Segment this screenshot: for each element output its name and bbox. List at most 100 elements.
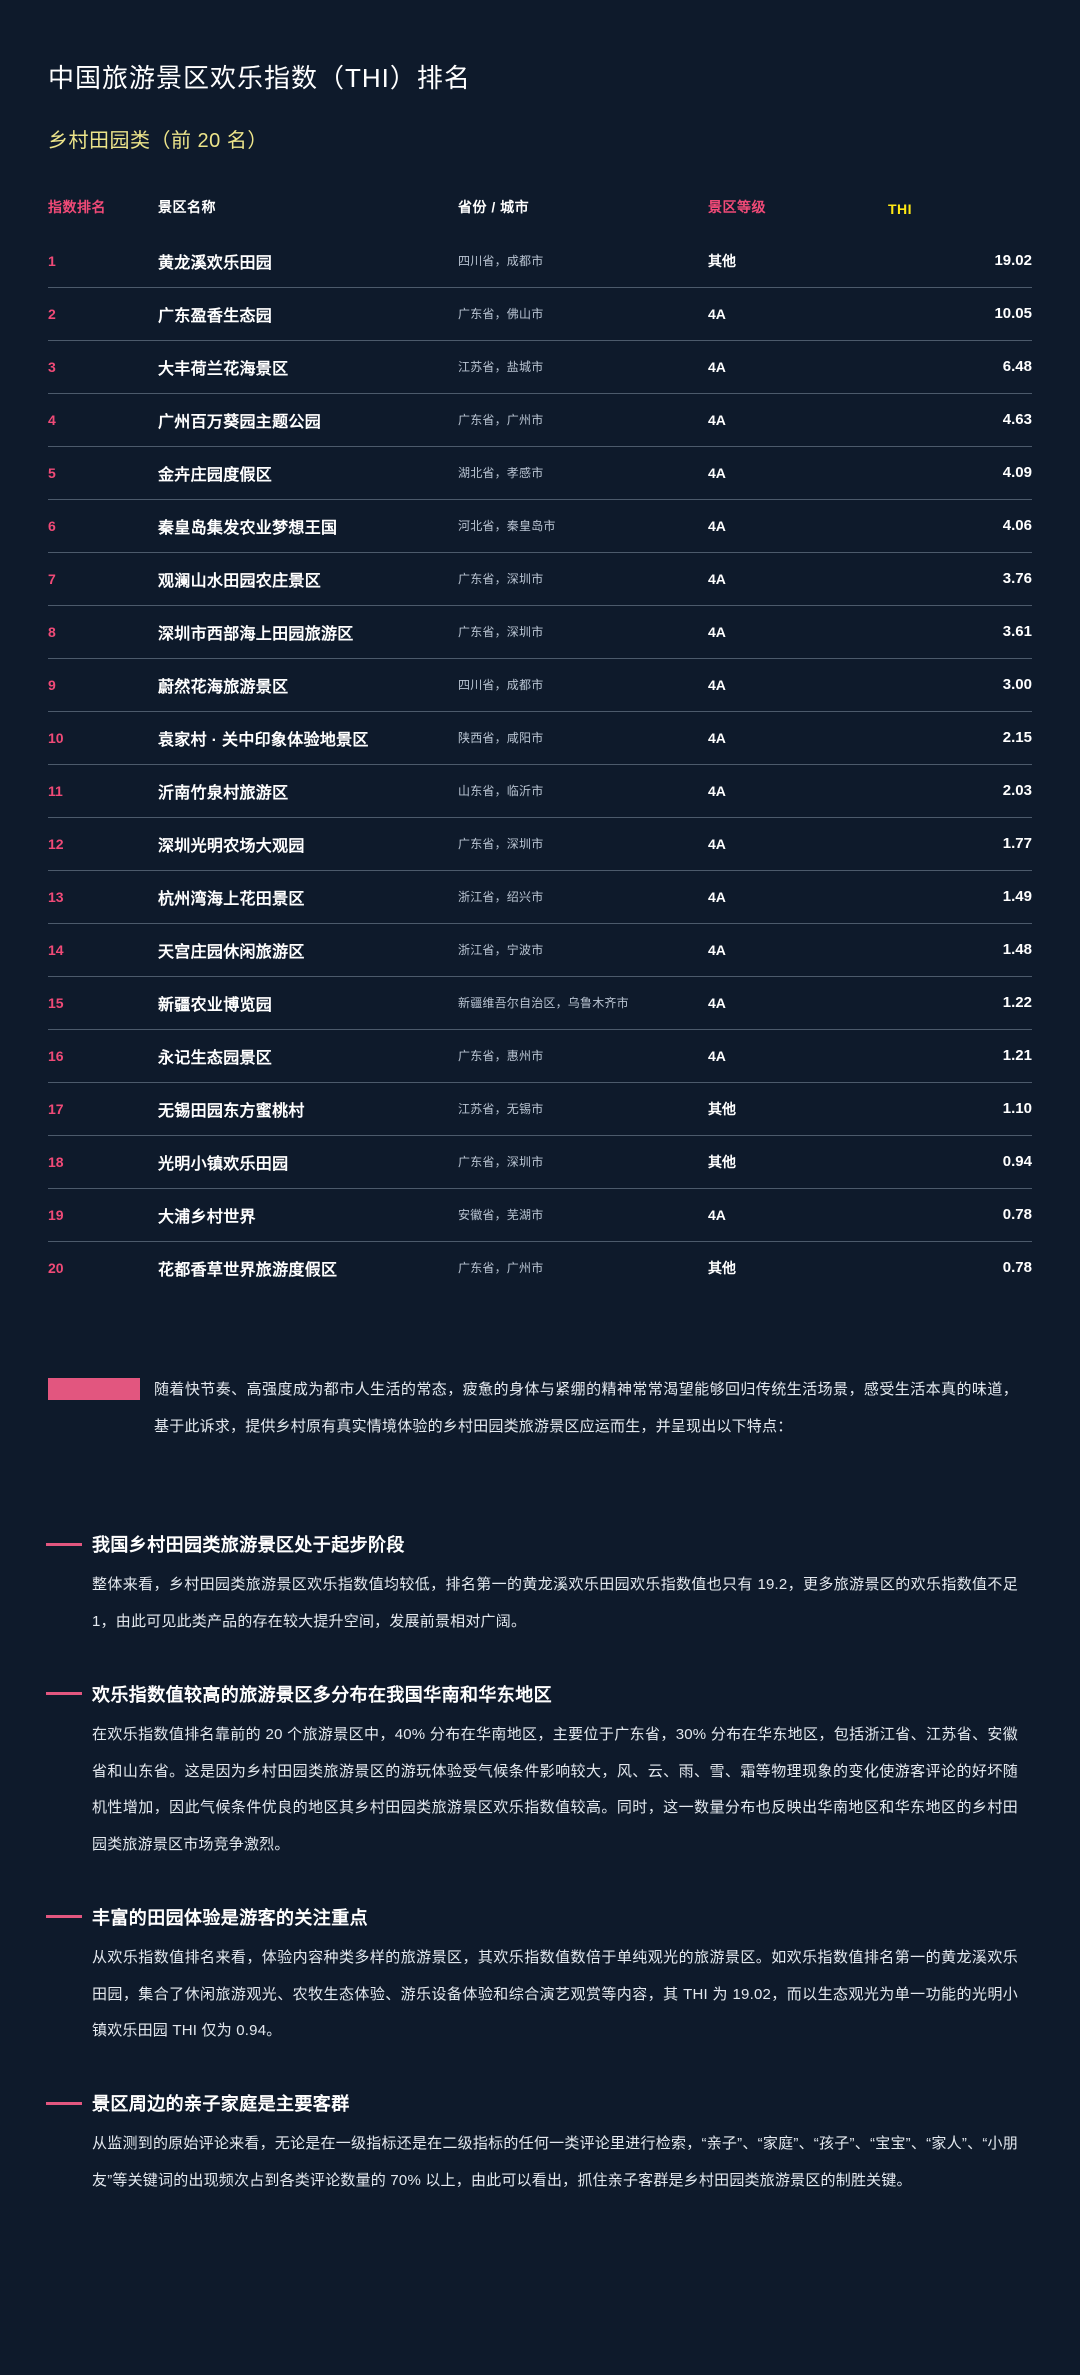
cell-level: 其他 <box>708 1240 888 1294</box>
cell-location: 广东省，深圳市 <box>458 551 708 606</box>
insight-section-body: 从监测到的原始评论来看，无论是在一级指标还是在二级指标的任何一类评论里进行检索，… <box>92 2135 1018 2189</box>
dash-marker-icon <box>46 2101 82 2105</box>
insight-section: 欢乐指数值较高的旅游景区多分布在我国华南和华东地区 在欢乐指数值排名靠前的 20 … <box>46 1681 1018 1864</box>
cell-attraction-name: 无锡田园东方蜜桃村 <box>158 1081 458 1136</box>
cell-location: 湖北省，孝感市 <box>458 445 708 500</box>
table-row[interactable]: 17 无锡田园东方蜜桃村 江苏省，无锡市 其他 1.10 <box>48 1081 1032 1136</box>
cell-attraction-name: 秦皇岛集发农业梦想王国 <box>158 498 458 553</box>
cell-location: 江苏省，无锡市 <box>458 1081 708 1136</box>
table-row[interactable]: 2 广东盈香生态园 广东省，佛山市 4A 10.05 <box>48 286 1032 341</box>
cell-rank: 1 <box>48 252 56 269</box>
dash-marker-icon <box>46 1915 82 1919</box>
table-body: 1 黄龙溪欢乐田园 四川省，成都市 其他 19.02 2 广东盈香生态园 广东省，佛山市 4A 1… <box>48 235 1032 1294</box>
cell-level: 4A <box>708 604 888 659</box>
table-row[interactable]: 7 观澜山水田园农庄景区 广东省，深圳市 4A 3.76 <box>48 551 1032 606</box>
cell-rank: 6 <box>48 498 158 553</box>
cell-level: 其他 <box>708 252 736 269</box>
table-row[interactable]: 19 大浦乡村世界 安徽省，芜湖市 4A 0.78 <box>48 1187 1032 1242</box>
cell-thi: 1.48 <box>888 922 1032 977</box>
cell-thi: 0.94 <box>888 1134 1032 1189</box>
table-row[interactable]: 3 大丰荷兰花海景区 江苏省，盐城市 4A 6.48 <box>48 339 1032 394</box>
cell-attraction-name: 广州百万葵园主题公园 <box>158 392 458 447</box>
cell-location: 新疆维吾尔自治区，乌鲁木齐市 <box>458 975 708 1030</box>
column-header-thi[interactable]: THI <box>888 200 913 217</box>
column-header-location[interactable]: 省份 / 城市 <box>458 198 530 215</box>
cell-rank: 9 <box>48 657 158 712</box>
cell-rank: 3 <box>48 339 158 394</box>
table-row[interactable]: 18 光明小镇欢乐田园 广东省，深圳市 其他 0.94 <box>48 1134 1032 1189</box>
intro-paragraph: 随着快节奏、高强度成为都市人生活的常态，疲惫的身体与紧绷的精神常常渴望能够回归传… <box>154 1380 1018 1435</box>
cell-level: 4A <box>708 922 888 977</box>
cell-level: 4A <box>708 551 888 606</box>
cell-rank: 15 <box>48 975 158 1030</box>
table-row[interactable]: 10 袁家村 · 关中印象体验地景区 陕西省，咸阳市 4A 2.15 <box>48 710 1032 765</box>
cell-rank: 11 <box>48 763 158 818</box>
dash-marker-icon <box>46 1542 82 1546</box>
insight-section-header: 欢乐指数值较高的旅游景区多分布在我国华南和华东地区 <box>46 1681 1018 1707</box>
column-header-level[interactable]: 景区等级 <box>708 198 766 215</box>
ranking-table-container: 指数排名 景区名称 省份 / 城市 景区等级 THI 1 黄龙溪欢乐田园 四川省，成… <box>0 197 1080 1294</box>
cell-attraction-name: 深圳光明农场大观园 <box>158 816 458 871</box>
cell-location: 安徽省，芜湖市 <box>458 1187 708 1242</box>
table-row[interactable]: 11 沂南竹泉村旅游区 山东省，临沂市 4A 2.03 <box>48 763 1032 818</box>
table-row[interactable]: 6 秦皇岛集发农业梦想王国 河北省，秦皇岛市 4A 4.06 <box>48 498 1032 553</box>
cell-attraction-name: 金卉庄园度假区 <box>158 445 458 500</box>
cell-location: 广东省，广州市 <box>458 392 708 447</box>
cell-thi: 4.63 <box>888 392 1032 447</box>
table-row[interactable]: 12 深圳光明农场大观园 广东省，深圳市 4A 1.77 <box>48 816 1032 871</box>
cell-attraction-name: 天宫庄园休闲旅游区 <box>158 922 458 977</box>
intro-accent-swatch <box>48 1377 140 1400</box>
cell-location: 浙江省，绍兴市 <box>458 869 708 924</box>
table-row[interactable]: 16 永记生态园景区 广东省，惠州市 4A 1.21 <box>48 1028 1032 1083</box>
table-header-row: 指数排名 景区名称 省份 / 城市 景区等级 THI <box>48 197 1032 235</box>
cell-thi: 4.09 <box>888 445 1032 500</box>
cell-rank: 8 <box>48 604 158 659</box>
insight-section: 丰富的田园体验是游客的关注重点 从欢乐指数值排名来看，体验内容种类多样的旅游景区，… <box>46 1904 1018 2050</box>
intro-block: 随着快节奏、高强度成为都市人生活的常态，疲惫的身体与紧绷的精神常常渴望能够回归传… <box>0 1372 1080 1446</box>
cell-rank: 16 <box>48 1028 158 1083</box>
insight-section-header: 丰富的田园体验是游客的关注重点 <box>46 1904 1018 1930</box>
cell-attraction-name: 袁家村 · 关中印象体验地景区 <box>158 710 458 765</box>
cell-rank: 20 <box>48 1240 158 1294</box>
column-header-name[interactable]: 景区名称 <box>158 198 216 215</box>
table-row[interactable]: 5 金卉庄园度假区 湖北省，孝感市 4A 4.09 <box>48 445 1032 500</box>
table-row[interactable]: 8 深圳市西部海上田园旅游区 广东省，深圳市 4A 3.61 <box>48 604 1032 659</box>
cell-thi: 10.05 <box>888 286 1032 341</box>
ranking-table: 指数排名 景区名称 省份 / 城市 景区等级 THI 1 黄龙溪欢乐田园 四川省，成… <box>48 197 1032 1294</box>
cell-attraction-name: 观澜山水田园农庄景区 <box>158 551 458 606</box>
cell-attraction-name: 光明小镇欢乐田园 <box>158 1134 458 1189</box>
table-row[interactable]: 14 天宫庄园休闲旅游区 浙江省，宁波市 4A 1.48 <box>48 922 1032 977</box>
cell-rank: 18 <box>48 1134 158 1189</box>
page-subtitle: 乡村田园类（前 20 名） <box>48 129 268 152</box>
table-row[interactable]: 9 蔚然花海旅游景区 四川省，成都市 4A 3.00 <box>48 657 1032 712</box>
cell-level: 4A <box>708 657 888 712</box>
report-header: 中国旅游景区欢乐指数（THI）排名 乡村田园类（前 20 名） <box>0 0 1080 153</box>
cell-thi: 0.78 <box>888 1187 1032 1242</box>
cell-rank: 17 <box>48 1081 158 1136</box>
insight-section-title: 景区周边的亲子家庭是主要客群 <box>92 2094 350 2115</box>
cell-thi: 1.10 <box>888 1081 1032 1136</box>
cell-attraction-name: 永记生态园景区 <box>158 1028 458 1083</box>
cell-level: 4A <box>708 1187 888 1242</box>
cell-location: 广东省，深圳市 <box>458 816 708 871</box>
cell-thi: 1.22 <box>888 975 1032 1030</box>
cell-location: 江苏省，盐城市 <box>458 339 708 394</box>
cell-rank: 7 <box>48 551 158 606</box>
column-header-rank[interactable]: 指数排名 <box>48 198 106 215</box>
cell-thi: 4.06 <box>888 498 1032 553</box>
insight-section: 我国乡村田园类旅游景区处于起步阶段 整体来看，乡村田园类旅游景区欢乐指数值均较低，… <box>46 1531 1018 1641</box>
table-header: 指数排名 景区名称 省份 / 城市 景区等级 THI <box>48 197 1032 235</box>
table-row[interactable]: 20 花都香草世界旅游度假区 广东省，广州市 其他 0.78 <box>48 1240 1032 1294</box>
table-row[interactable]: 13 杭州湾海上花田景区 浙江省，绍兴市 4A 1.49 <box>48 869 1032 924</box>
table-row[interactable]: 1 黄龙溪欢乐田园 四川省，成都市 其他 19.02 <box>48 235 1032 288</box>
table-row[interactable]: 4 广州百万葵园主题公园 广东省，广州市 4A 4.63 <box>48 392 1032 447</box>
insight-section-header: 景区周边的亲子家庭是主要客群 <box>46 2090 1018 2116</box>
cell-rank: 14 <box>48 922 158 977</box>
insight-sections: 我国乡村田园类旅游景区处于起步阶段 整体来看，乡村田园类旅游景区欢乐指数值均较低，… <box>0 1531 1080 2199</box>
cell-attraction-name: 广东盈香生态园 <box>158 286 458 341</box>
cell-attraction-name: 新疆农业博览园 <box>158 975 458 1030</box>
cell-location: 广东省，惠州市 <box>458 1028 708 1083</box>
table-row[interactable]: 15 新疆农业博览园 新疆维吾尔自治区，乌鲁木齐市 4A 1.22 <box>48 975 1032 1030</box>
cell-level: 4A <box>708 392 888 447</box>
